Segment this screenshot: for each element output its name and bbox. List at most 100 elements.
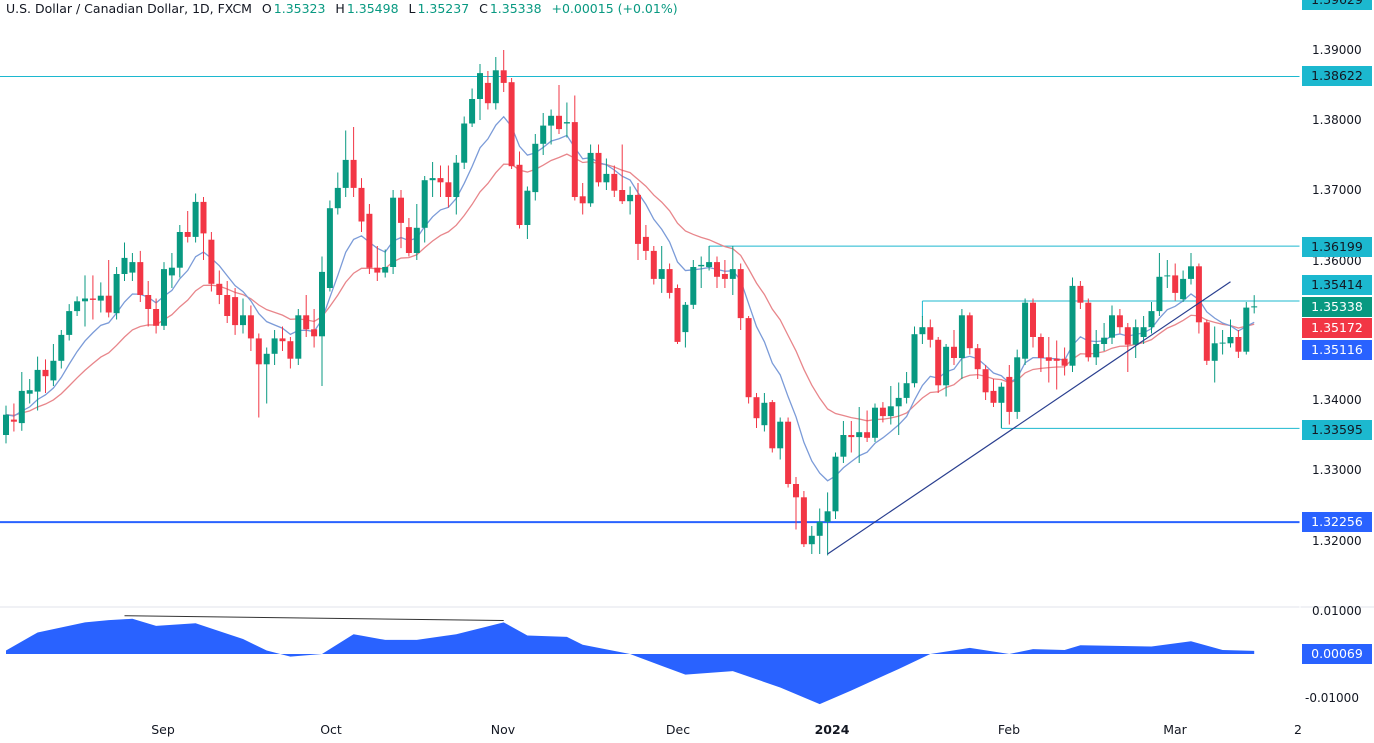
candle (943, 344, 950, 397)
candle-body (271, 338, 278, 354)
candle (26, 379, 33, 404)
candle (1116, 309, 1123, 334)
candle (603, 158, 610, 190)
candle-body (1014, 357, 1021, 412)
candle-body (10, 419, 17, 422)
candle (650, 246, 657, 285)
moving-averages (5, 115, 1255, 482)
candle (255, 333, 262, 418)
trendline[interactable] (827, 281, 1231, 555)
candle-body (903, 383, 910, 398)
time-label: 2 (1294, 722, 1302, 737)
candle (556, 85, 562, 134)
candle-body (184, 232, 191, 237)
candle-body (1022, 302, 1029, 359)
candle-body (382, 267, 389, 273)
candle (1045, 337, 1052, 383)
candle-body (311, 329, 318, 337)
candle (58, 330, 65, 369)
candle (287, 337, 294, 369)
candle (998, 382, 1005, 428)
candle (808, 526, 815, 554)
oscillator-tick-top: 0.01000 (1312, 604, 1362, 618)
candle-body (390, 197, 397, 267)
candle (1227, 319, 1234, 348)
candle-body (951, 346, 957, 358)
candle (540, 113, 547, 155)
horizontal-levels[interactable] (0, 75, 1300, 524)
candle (642, 225, 649, 260)
open-value: 1.35323 (273, 1, 326, 16)
candle (413, 204, 420, 260)
candle-body (635, 194, 641, 244)
candle (113, 267, 120, 320)
time-label-year: 2024 (814, 722, 850, 737)
candle (1014, 349, 1021, 419)
candle-body (366, 213, 373, 268)
candle (674, 284, 681, 344)
price-tick: 1.38000 (1312, 113, 1362, 127)
candle (1124, 323, 1131, 372)
candle-body (658, 269, 665, 279)
price-tick: 1.39000 (1312, 43, 1362, 57)
candle (840, 421, 847, 463)
candle (342, 130, 349, 197)
candle (74, 296, 81, 316)
candle-body (224, 295, 231, 316)
candle (1037, 333, 1044, 372)
candle-body (263, 353, 270, 365)
candle-body (1116, 315, 1123, 328)
candle (1085, 298, 1092, 362)
candle (595, 144, 602, 187)
price-tick: 1.37000 (1312, 183, 1362, 197)
candle-body (208, 239, 215, 284)
time-label: Nov (490, 722, 516, 737)
candle-body (105, 295, 112, 313)
candle (500, 50, 507, 92)
candle-body (840, 435, 847, 457)
candle (532, 134, 539, 201)
candle-body (524, 190, 531, 225)
candle-body (611, 173, 618, 191)
candle-body (279, 338, 286, 342)
candle-body (1156, 276, 1163, 312)
candle-body (358, 187, 365, 222)
close-value: 1.35338 (489, 1, 542, 16)
candle-body (745, 318, 752, 398)
candle-body (89, 298, 96, 300)
candle (295, 309, 302, 365)
candle (484, 71, 491, 110)
candle-body (461, 123, 468, 163)
candle-body (540, 125, 547, 144)
candle (10, 403, 17, 432)
candle (785, 417, 792, 488)
candle-body (919, 327, 926, 335)
candle (1101, 323, 1108, 351)
candle-body (674, 288, 681, 342)
candle-body (579, 196, 586, 204)
candle (524, 186, 531, 239)
candle-body (864, 432, 871, 438)
candle-body (1053, 358, 1060, 361)
candle (927, 319, 934, 348)
price-badge-slow-ma: 1.35172 (1302, 318, 1372, 338)
candle (563, 102, 570, 138)
candle (658, 246, 665, 293)
candle-body (856, 432, 863, 438)
candle-body (832, 456, 839, 512)
candle-body (943, 346, 950, 386)
candle-body (342, 159, 349, 188)
candle-body (548, 115, 555, 126)
candle-body (240, 315, 246, 326)
candle (34, 356, 41, 411)
candle-body (1006, 376, 1013, 412)
candle (366, 204, 373, 274)
candle-body (437, 178, 444, 183)
candle-body (42, 369, 49, 377)
candle-body (848, 435, 855, 438)
candle-body (18, 390, 25, 424)
candle (903, 372, 910, 404)
candle (1188, 253, 1194, 285)
candle-body (714, 262, 720, 277)
